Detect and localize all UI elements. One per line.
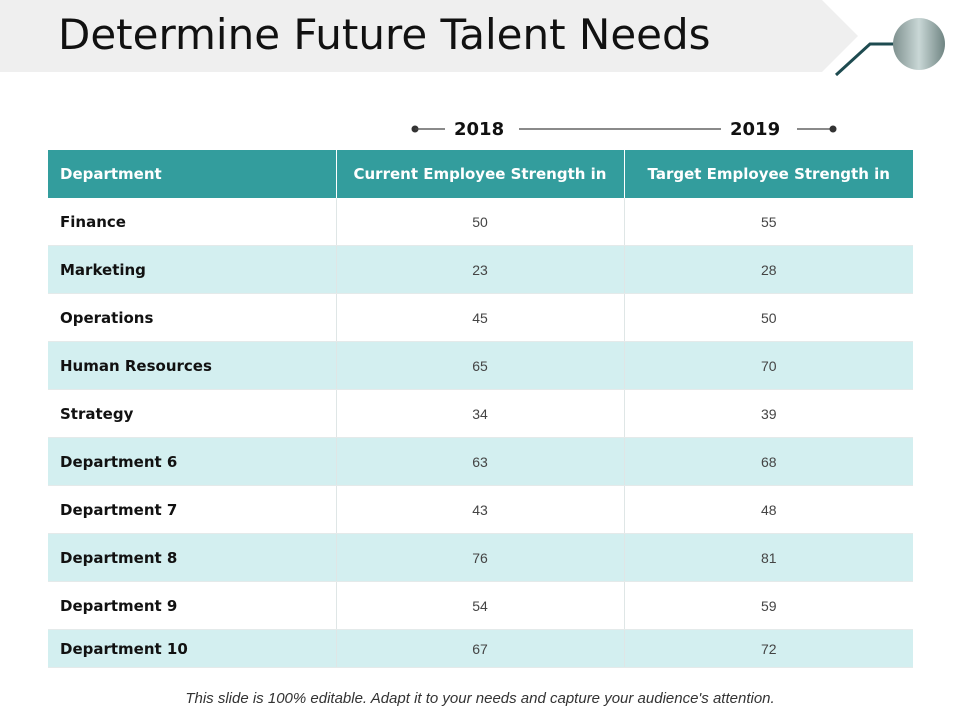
target-cell: 70 — [624, 341, 913, 390]
department-cell: Department 8 — [48, 533, 337, 582]
table-row: Department 10 67 72 — [48, 629, 913, 668]
table-row: Department 6 63 68 — [48, 437, 913, 486]
target-cell: 81 — [624, 533, 913, 582]
header-department: Department — [48, 150, 337, 198]
current-cell: 43 — [336, 485, 625, 534]
department-cell: Human Resources — [48, 341, 337, 390]
year-2018-label: 2018 — [454, 119, 505, 140]
current-cell: 50 — [336, 198, 625, 246]
target-cell: 55 — [624, 198, 913, 246]
target-cell: 39 — [624, 389, 913, 438]
department-cell: Operations — [48, 293, 337, 342]
current-cell: 67 — [336, 629, 625, 668]
table-row: Marketing 23 28 — [48, 245, 913, 294]
department-cell: Strategy — [48, 389, 337, 438]
slide-title: Determine Future Talent Needs — [58, 10, 711, 59]
table-row: Strategy 34 39 — [48, 389, 913, 438]
decorative-logo — [830, 10, 960, 80]
year-timeline: 2018 2019 — [405, 112, 845, 146]
department-cell: Department 10 — [48, 629, 337, 668]
target-cell: 48 — [624, 485, 913, 534]
current-cell: 23 — [336, 245, 625, 294]
table-row: Department 9 54 59 — [48, 581, 913, 630]
target-cell: 68 — [624, 437, 913, 486]
current-cell: 76 — [336, 533, 625, 582]
department-cell: Finance — [48, 198, 337, 246]
table-row: Department 8 76 81 — [48, 533, 913, 582]
talent-table: Department Current Employee Strength in … — [48, 150, 913, 668]
current-cell: 34 — [336, 389, 625, 438]
circle-connector-icon — [834, 18, 945, 77]
target-cell: 50 — [624, 293, 913, 342]
table-header-row: Department Current Employee Strength in … — [48, 150, 913, 198]
current-cell: 65 — [336, 341, 625, 390]
department-cell: Marketing — [48, 245, 337, 294]
current-cell: 45 — [336, 293, 625, 342]
table-row: Department 7 43 48 — [48, 485, 913, 534]
timeline-line — [411, 125, 837, 133]
department-cell: Department 9 — [48, 581, 337, 630]
current-cell: 54 — [336, 581, 625, 630]
department-cell: Department 6 — [48, 437, 337, 486]
title-banner-shape — [0, 0, 858, 72]
target-cell: 72 — [624, 629, 913, 668]
title-banner: Determine Future Talent Needs — [0, 0, 860, 72]
slide-footer: This slide is 100% editable. Adapt it to… — [185, 690, 775, 707]
table-row: Finance 50 55 — [48, 198, 913, 246]
table-row: Human Resources 65 70 — [48, 341, 913, 390]
header-current-strength: Current Employee Strength in — [336, 150, 625, 198]
current-cell: 63 — [336, 437, 625, 486]
target-cell: 28 — [624, 245, 913, 294]
header-target-strength: Target Employee Strength in — [624, 150, 913, 198]
year-2019-label: 2019 — [730, 119, 781, 140]
table-row: Operations 45 50 — [48, 293, 913, 342]
department-cell: Department 7 — [48, 485, 337, 534]
target-cell: 59 — [624, 581, 913, 630]
